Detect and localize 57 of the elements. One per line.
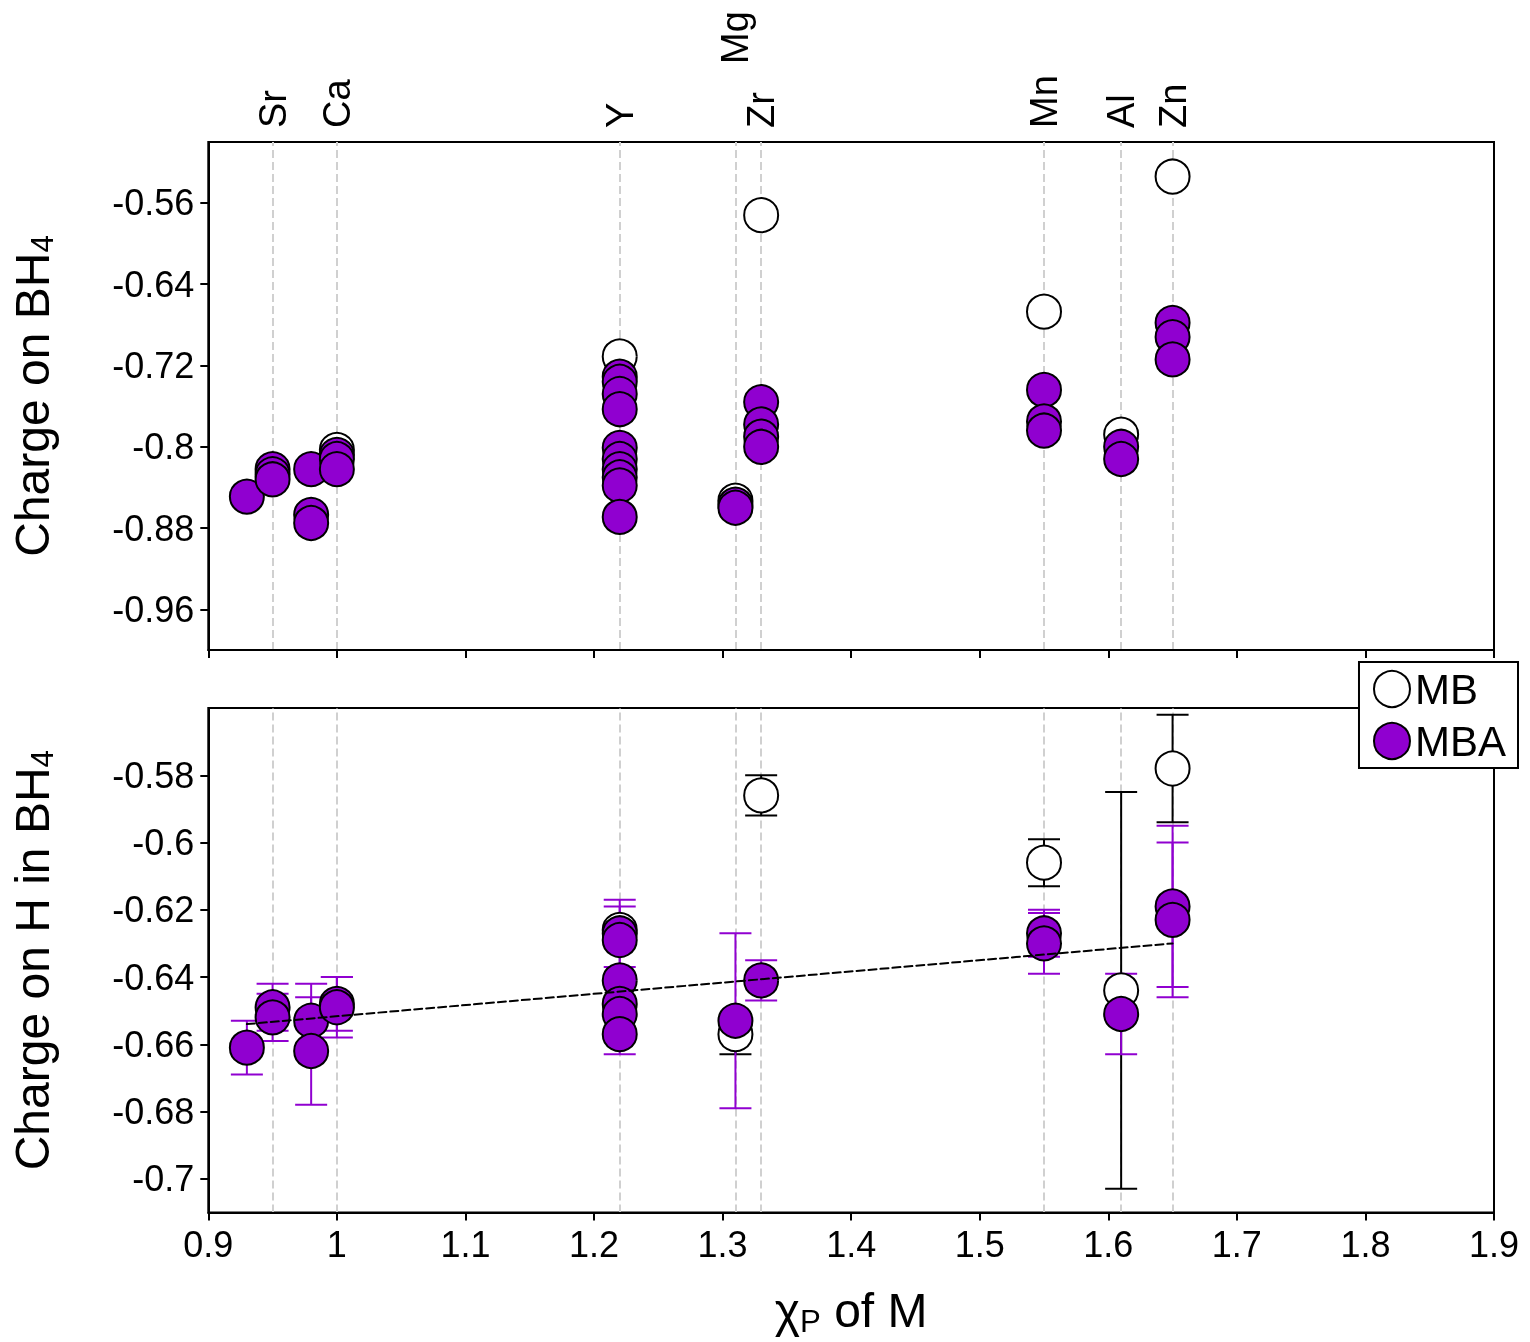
legend-label: MB	[1414, 665, 1478, 713]
point	[1026, 844, 1063, 881]
y-tick-label: -0.88	[112, 507, 195, 549]
y-tick-label: -0.7	[132, 1158, 195, 1200]
ref-line-label: Sr	[251, 89, 294, 128]
x-tick-label: 1.7	[1211, 1223, 1262, 1265]
ref-line-label: Mg	[714, 11, 757, 64]
y-tick-label: -0.68	[112, 1091, 195, 1133]
x-tick-label: 1.2	[568, 1223, 620, 1265]
x-tick-label: 1.6	[1083, 1223, 1134, 1265]
point	[717, 1002, 754, 1039]
x-tick-label: 1.3	[697, 1223, 748, 1265]
point	[601, 391, 638, 428]
point	[743, 197, 780, 234]
y-tick-label: -0.58	[112, 754, 195, 796]
y-tick-label: -0.64	[112, 263, 195, 305]
point	[318, 451, 355, 488]
point	[1026, 293, 1063, 330]
point	[601, 498, 638, 535]
y-axis-title: Charge on BH4	[5, 235, 61, 557]
y-tick-label: -0.8	[132, 426, 195, 468]
y-tick-label: -0.64	[112, 956, 195, 998]
ref-line-label: Zn	[1151, 83, 1194, 128]
x-tick-label: 1.9	[1468, 1223, 1520, 1265]
x-tick-label: 1.1	[440, 1223, 491, 1265]
point	[1154, 341, 1191, 378]
y-tick-label: -0.72	[112, 345, 195, 387]
point	[1026, 412, 1063, 449]
y-axis-title: Charge on H in BH4	[5, 750, 61, 1171]
ref-line-label: Al	[1100, 94, 1143, 128]
point	[1103, 441, 1140, 477]
point	[601, 467, 638, 504]
point	[743, 428, 780, 465]
x-tick-label: 1.8	[1340, 1223, 1391, 1265]
x-tick-label: 0.9	[183, 1223, 234, 1265]
y-tick-label: -0.56	[112, 182, 195, 224]
point	[1154, 750, 1191, 787]
point	[1154, 158, 1191, 195]
ref-line-label: Ca	[315, 78, 358, 128]
point	[228, 478, 265, 515]
y-tick-label: -0.62	[112, 889, 195, 931]
point	[1154, 901, 1191, 938]
ref-line-label: Mn	[1023, 75, 1066, 128]
ref-line-label: Zr	[740, 91, 783, 128]
point	[293, 1033, 330, 1069]
point	[293, 505, 330, 541]
ref-line-label: Y	[598, 102, 641, 128]
y-tick-label: -0.66	[112, 1023, 195, 1065]
x-tick-label: 1	[326, 1223, 347, 1265]
x-tick-label: 1.4	[826, 1223, 877, 1265]
point	[1103, 996, 1140, 1032]
point	[1026, 371, 1063, 408]
x-tick-label: 1.5	[954, 1223, 1005, 1265]
legend-label: MBA	[1414, 717, 1506, 765]
point	[228, 1029, 265, 1066]
y-tick-label: -0.96	[112, 588, 195, 630]
y-tick-label: -0.6	[132, 822, 195, 864]
